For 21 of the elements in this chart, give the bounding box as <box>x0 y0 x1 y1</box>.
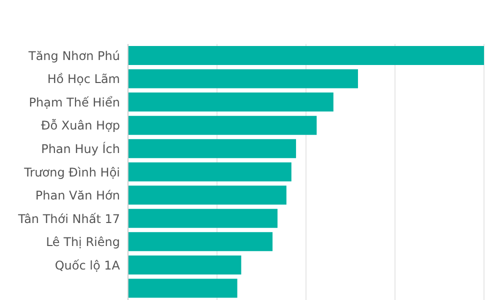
bar <box>128 92 334 112</box>
bar <box>128 162 292 182</box>
y-tick-label: Tân Thới Nhất 17 <box>17 212 120 226</box>
bar <box>128 186 286 205</box>
y-tick-label: Phạm Thế Hiển <box>28 95 120 110</box>
bar <box>128 139 296 158</box>
y-tick-label: Phan Văn Hớn <box>35 188 120 203</box>
y-tick-label: Quốc lộ 1A <box>54 258 121 272</box>
bar <box>128 278 238 298</box>
y-tick-label: Hồ Học Lãm <box>47 72 120 86</box>
y-tick-label: Đỗ Xuân Hợp <box>40 118 120 133</box>
y-tick-label: Phan Huy Ích <box>41 140 120 156</box>
bar <box>128 232 273 252</box>
bar <box>128 116 317 135</box>
y-tick-label: Trương Đình Hội <box>23 165 120 180</box>
bar <box>128 46 484 65</box>
bar <box>128 208 278 228</box>
bar <box>128 255 242 274</box>
bar <box>128 69 358 88</box>
y-tick-label: Tăng Nhơn Phú <box>27 48 120 63</box>
y-tick-label: Lê Thị Riêng <box>46 235 120 250</box>
